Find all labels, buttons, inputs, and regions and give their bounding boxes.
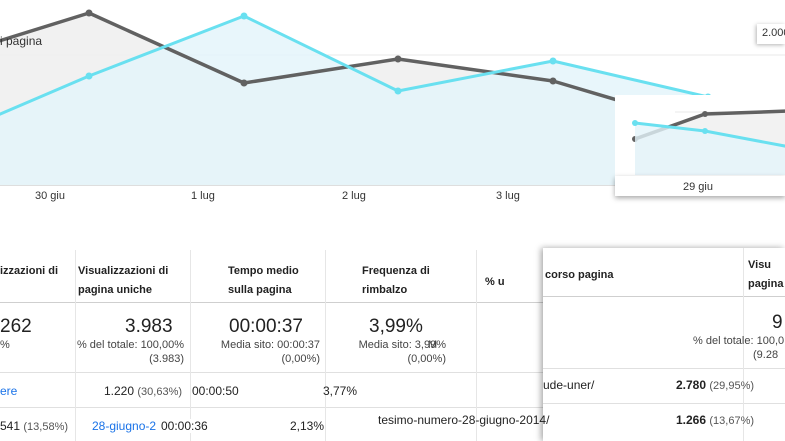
series-point[interactable] bbox=[549, 77, 557, 85]
column-header-pageviews[interactable]: izzazioni di bbox=[0, 265, 59, 277]
col-divider bbox=[476, 250, 477, 441]
series-line bbox=[0, 14, 709, 116]
panel-column-header-path[interactable]: corso pagina bbox=[545, 269, 614, 281]
summary-unique-sub1: % del totale: 100,00% bbox=[76, 339, 184, 351]
series-point[interactable] bbox=[85, 9, 93, 17]
panel-row-path[interactable]: tesimo-numero-28-giugno-2014/ bbox=[378, 413, 550, 427]
column-header-avg-time[interactable]: Tempo medio sulla pagina bbox=[228, 265, 299, 296]
row-pageviews-value: 541 (13,58%) bbox=[0, 419, 68, 433]
summary-bounce-value: 3,99% bbox=[369, 316, 423, 337]
row-unique-value: 1.220 (30,63%) bbox=[104, 384, 182, 398]
summary-avgtime-sub1: Media sito: 00:00:37 bbox=[220, 339, 320, 351]
row-pageviews-number: 541 bbox=[0, 419, 21, 433]
overlay-xaxis-strip bbox=[615, 176, 785, 196]
panel-summary-value: 9 bbox=[772, 312, 783, 333]
row-unique-percent: (30,63%) bbox=[137, 386, 183, 398]
chart-yaxis-title: i pagina bbox=[0, 34, 43, 48]
summary-avgtime-sub2: (0,00%) bbox=[281, 353, 320, 365]
summary-unique-value: 3.983 bbox=[125, 316, 173, 337]
xtick-label: 2 lug bbox=[342, 190, 366, 202]
panel-row-number: 1.266 bbox=[676, 413, 707, 427]
panel-row-percent: (29,95%) bbox=[709, 380, 755, 392]
series-point[interactable] bbox=[549, 57, 557, 65]
col-divider bbox=[325, 250, 326, 441]
panel-row-divider bbox=[543, 368, 785, 369]
summary-unique-sub2: (3.983) bbox=[149, 353, 184, 365]
header-divider bbox=[0, 302, 543, 303]
col-divider bbox=[190, 250, 191, 441]
row-bounce: 3,77% bbox=[323, 384, 358, 398]
summary-bounce-sub2: (0,00%) bbox=[407, 353, 446, 365]
series-point[interactable] bbox=[240, 12, 248, 20]
panel-row-number: 2.780 bbox=[676, 378, 707, 392]
overlay-table-panel: corso pagina Visu pagina 9 % del totale:… bbox=[378, 248, 785, 441]
summary-exit-sub: M bbox=[428, 339, 438, 351]
row-page-link[interactable]: ere bbox=[0, 384, 18, 398]
column-header-bounce-rate[interactable]: Frequenza di rimbalzo bbox=[362, 265, 430, 296]
summary-pageviews-sub: % bbox=[0, 339, 10, 351]
panel-row-percent: (13,67%) bbox=[709, 415, 755, 427]
series-area bbox=[0, 16, 708, 185]
series-point[interactable] bbox=[85, 72, 93, 80]
series-point[interactable] bbox=[394, 87, 402, 95]
col-divider bbox=[75, 250, 76, 441]
xtick-label-overlay: 29 giu bbox=[683, 181, 713, 193]
series-point[interactable] bbox=[394, 55, 402, 63]
panel-row-value: 1.266 (13,67%) bbox=[676, 413, 754, 427]
row-avgtime: 00:00:50 bbox=[192, 384, 239, 398]
xtick-label: 3 lug bbox=[496, 190, 520, 202]
overlay-series-area bbox=[635, 123, 785, 175]
panel-summary-sub1: % del totale: 100,0 bbox=[693, 335, 785, 347]
panel-summary-sub2: (9.28 bbox=[753, 349, 779, 361]
summary-avgtime-value: 00:00:37 bbox=[229, 316, 303, 337]
overlay-series-point[interactable] bbox=[702, 128, 708, 134]
row-divider bbox=[0, 372, 543, 373]
overlay-series-point[interactable] bbox=[702, 111, 708, 117]
panel-col-divider bbox=[743, 248, 744, 441]
summary-bounce-sub1: Media sito: 3,99% bbox=[358, 339, 446, 351]
panel-row-divider bbox=[543, 403, 785, 404]
row-divider bbox=[0, 407, 543, 408]
panel-column-header-pageviews[interactable]: Visu pagina bbox=[748, 259, 784, 290]
series-line bbox=[0, 11, 709, 129]
series-point[interactable] bbox=[240, 79, 248, 87]
xtick-label: 1 lug bbox=[191, 190, 215, 202]
column-header-unique-pageviews[interactable]: Visualizzazioni di pagina uniche bbox=[78, 265, 169, 296]
panel-row-value: 2.780 (29,95%) bbox=[676, 378, 754, 392]
row-page-link[interactable]: 28-giugno-2 bbox=[92, 419, 157, 433]
xtick-label: 30 giu bbox=[35, 190, 65, 202]
row-avgtime: 00:00:36 bbox=[160, 419, 208, 433]
panel-row-path[interactable]: ude-uner/ bbox=[543, 378, 595, 392]
summary-pageviews-value: 262 bbox=[0, 316, 32, 337]
overlay-chip-top bbox=[757, 24, 785, 44]
chart-ytick-top: 2.000 bbox=[762, 27, 785, 39]
row-pageviews-percent: (13,58%) bbox=[23, 421, 69, 433]
overlay-chart-fragment bbox=[615, 95, 785, 177]
row-bounce: 2,13% bbox=[290, 419, 325, 433]
panel-header-divider bbox=[543, 296, 785, 297]
overlay-series-point[interactable] bbox=[632, 120, 638, 126]
column-header-exit[interactable]: % u bbox=[485, 276, 505, 288]
row-unique-number: 1.220 bbox=[104, 384, 135, 398]
